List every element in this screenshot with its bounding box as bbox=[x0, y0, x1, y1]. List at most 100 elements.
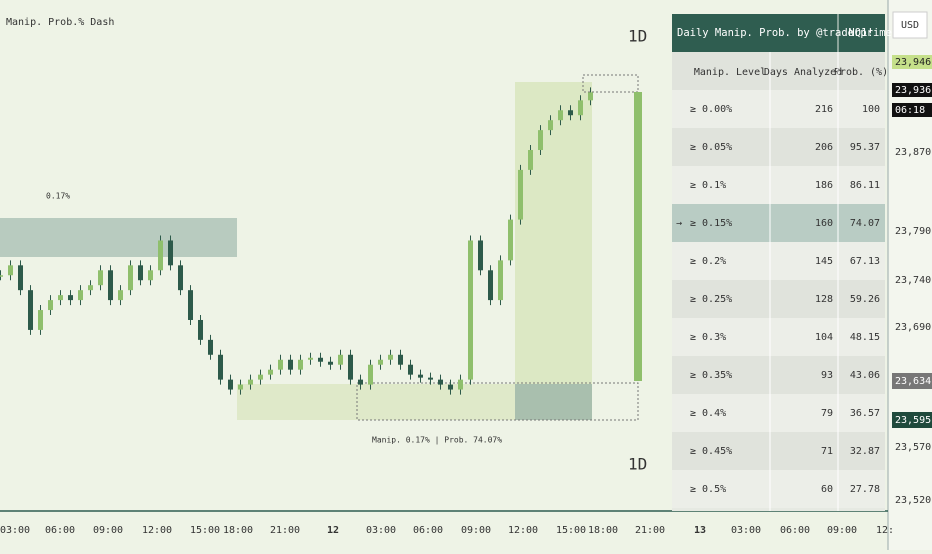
level: ≥ 0.15% bbox=[690, 218, 732, 229]
table-row bbox=[672, 90, 885, 128]
price-badge bbox=[892, 83, 932, 97]
prob: 48.15 bbox=[850, 332, 880, 343]
candle bbox=[458, 379, 463, 390]
level: ≥ 0.1% bbox=[690, 180, 726, 191]
candle bbox=[238, 384, 243, 390]
candle bbox=[98, 270, 103, 286]
zone-label: 0.17% bbox=[46, 192, 70, 201]
time-label: 09:00 bbox=[827, 525, 857, 536]
prob: 32.87 bbox=[850, 446, 880, 457]
days: 93 bbox=[821, 370, 833, 381]
candle bbox=[138, 265, 143, 281]
candle bbox=[568, 110, 573, 116]
candle bbox=[488, 270, 493, 301]
table-row bbox=[672, 394, 885, 432]
table-header bbox=[672, 14, 885, 52]
currency-box bbox=[892, 11, 928, 39]
time-label: 03:00 bbox=[731, 525, 761, 536]
days: 186 bbox=[815, 180, 833, 191]
level: ≥ 0.3% bbox=[690, 332, 726, 343]
time-label: 12: bbox=[876, 525, 894, 536]
price-label: 23,690.00 bbox=[895, 322, 932, 333]
candle bbox=[78, 290, 83, 301]
table-row bbox=[672, 470, 885, 508]
column-title: Manip. Level bbox=[694, 67, 766, 78]
candle bbox=[428, 377, 433, 380]
candle bbox=[378, 359, 383, 365]
candle bbox=[268, 369, 273, 375]
candle bbox=[178, 265, 183, 291]
price-badge bbox=[892, 55, 932, 69]
candle bbox=[88, 285, 93, 291]
candle bbox=[208, 339, 213, 355]
prob: 86.11 bbox=[850, 180, 880, 191]
row-marker: → bbox=[676, 218, 682, 229]
candle bbox=[308, 357, 313, 360]
candle bbox=[418, 374, 423, 378]
time-label: 06:00 bbox=[413, 525, 443, 536]
candle bbox=[258, 374, 263, 380]
prob: 74.07 bbox=[850, 218, 880, 229]
candle bbox=[158, 240, 163, 271]
prob: 27.78 bbox=[850, 484, 880, 495]
price-label: 23,870.00 bbox=[895, 147, 932, 158]
currency: USD bbox=[901, 20, 919, 31]
candle bbox=[328, 361, 333, 365]
days: 145 bbox=[815, 256, 833, 267]
days: 160 bbox=[815, 218, 833, 229]
candle bbox=[468, 240, 473, 380]
level: ≥ 0.2% bbox=[690, 256, 726, 267]
candle bbox=[38, 310, 43, 330]
price-label: 23,790.00 bbox=[895, 226, 932, 237]
time-label: 03:00 bbox=[0, 525, 30, 536]
candle bbox=[558, 110, 563, 121]
prob: 67.13 bbox=[850, 256, 880, 267]
candle bbox=[538, 130, 543, 151]
prob: 95.37 bbox=[850, 142, 880, 153]
level: ≥ 0.05% bbox=[690, 142, 732, 153]
table-title: Daily Manip. Prob. by @traderprimez bbox=[677, 27, 898, 39]
candle bbox=[298, 359, 303, 370]
candle bbox=[228, 379, 233, 390]
days: 71 bbox=[821, 446, 833, 457]
days: 216 bbox=[815, 104, 833, 115]
column-header bbox=[672, 52, 885, 90]
table-row bbox=[672, 166, 885, 204]
prob: 59.26 bbox=[850, 294, 880, 305]
range-bar bbox=[634, 92, 642, 381]
candle bbox=[168, 240, 173, 266]
days: 79 bbox=[821, 408, 833, 419]
table-row bbox=[672, 318, 885, 356]
time-label: 12 bbox=[327, 525, 339, 536]
time-label: 21:00 bbox=[270, 525, 300, 536]
candle bbox=[448, 384, 453, 390]
candle bbox=[18, 265, 23, 291]
price-axis: USD 23,870.00 23,790.00 23,740.00 23,690.00 2… bbox=[892, 11, 932, 506]
level: ≥ 0.45% bbox=[690, 446, 732, 457]
zone-session bbox=[515, 82, 592, 384]
time-label: 09:00 bbox=[461, 525, 491, 536]
time-label: 06:00 bbox=[780, 525, 810, 536]
time-label: 09:00 bbox=[93, 525, 123, 536]
price-badge-text: 06:18 bbox=[895, 105, 925, 116]
days: 128 bbox=[815, 294, 833, 305]
level: ≥ 0.25% bbox=[690, 294, 732, 305]
candle bbox=[368, 364, 373, 385]
candle bbox=[148, 270, 153, 281]
candle bbox=[578, 100, 583, 116]
candle bbox=[58, 295, 63, 301]
candle bbox=[348, 354, 353, 380]
candle bbox=[548, 120, 553, 131]
table-row bbox=[672, 356, 885, 394]
candle bbox=[358, 379, 363, 385]
table-row bbox=[672, 432, 885, 470]
candle bbox=[128, 265, 133, 291]
timeframe: 1D bbox=[628, 27, 647, 46]
prob: 36.57 bbox=[850, 408, 880, 419]
candle bbox=[8, 265, 13, 276]
time-label: 15:00 bbox=[190, 525, 220, 536]
candle bbox=[108, 270, 113, 301]
candle bbox=[508, 219, 513, 261]
candle bbox=[288, 359, 293, 370]
